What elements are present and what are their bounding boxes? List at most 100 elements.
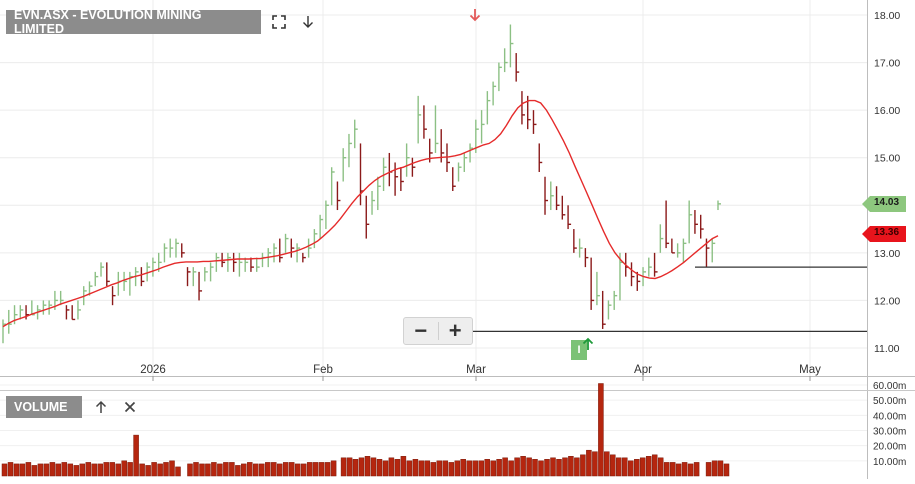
volume-bar: [490, 460, 496, 477]
last-price-value: 14.03: [874, 197, 900, 208]
volume-bar: [639, 457, 646, 477]
y-tick-label: 18.00: [874, 10, 900, 22]
volume-bar: [604, 451, 610, 477]
close-icon[interactable]: [121, 398, 139, 416]
buy-signal-label: I: [577, 344, 581, 356]
volume-bar: [568, 456, 574, 477]
volume-bar: [550, 457, 556, 477]
volume-bar: [478, 460, 484, 477]
volume-bar: [723, 463, 730, 477]
volume-bar: [574, 457, 580, 477]
volume-bar: [430, 462, 437, 477]
volume-bar: [340, 457, 347, 477]
volume-bar: [382, 460, 389, 477]
volume-bar: [406, 460, 413, 477]
volume-bar: [265, 462, 271, 477]
volume-bar: [73, 465, 80, 477]
volume-bar: [556, 459, 562, 477]
volume-bar: [324, 462, 331, 477]
y-tick-label: 12.00: [874, 295, 900, 307]
volume-bar: [400, 456, 407, 477]
sma-price-value: 13.36: [874, 227, 900, 238]
volume-bar: [376, 459, 383, 477]
volume-bar: [412, 459, 419, 477]
volume-bar: [418, 460, 425, 477]
buy-signal-marker[interactable]: I: [571, 340, 587, 360]
volume-bar: [139, 463, 145, 477]
volume-bar: [288, 462, 295, 477]
zoom-in-button[interactable]: +: [448, 318, 462, 343]
volume-bar: [586, 449, 592, 477]
volume-bar: [514, 457, 520, 477]
volume-tick-label: 10.00m: [873, 457, 906, 468]
sma-price-badge: 13.36: [862, 226, 906, 242]
expand-icon[interactable]: [270, 13, 288, 31]
volume-bar: [115, 463, 121, 477]
volume-tick-label: 20.00m: [873, 442, 906, 453]
volume-panel-title[interactable]: VOLUME: [6, 396, 82, 418]
volume-bar: [657, 457, 664, 477]
volume-bar: [520, 456, 526, 477]
volume-bar: [424, 460, 431, 477]
volume-bar: [55, 463, 62, 477]
axis-layer: 11.0012.0013.0014.0015.0016.0017.0018.00…: [140, 10, 906, 468]
x-tick-label: 2026: [140, 364, 166, 376]
volume-panel-title-text: VOLUME: [14, 400, 68, 414]
volume-bar: [592, 451, 598, 477]
volume-bars-layer: [1, 383, 730, 477]
volume-tick-label: 50.00m: [873, 396, 906, 407]
volume-bar: [544, 459, 550, 477]
volume-bar: [300, 463, 307, 477]
volume-bar: [145, 465, 151, 477]
volume-bar: [91, 463, 97, 477]
volume-bar: [628, 460, 634, 477]
arrow-up-icon[interactable]: [92, 398, 110, 416]
volume-bar: [205, 463, 211, 477]
zoom-out-button[interactable]: −: [414, 318, 428, 343]
volume-bar: [538, 460, 544, 477]
volume-bar: [133, 434, 139, 477]
volume-bar: [259, 463, 265, 477]
volume-bar: [25, 462, 32, 477]
volume-bar: [276, 463, 283, 477]
volume-bar: [157, 463, 163, 477]
volume-bar: [294, 463, 301, 477]
y-tick-label: 11.00: [874, 343, 900, 355]
x-tick-label: Mar: [466, 364, 486, 376]
volume-bar: [169, 460, 175, 477]
volume-bar: [1, 463, 8, 477]
volume-bar: [49, 462, 56, 477]
volume-bar: [442, 460, 449, 477]
y-tick-label: 15.00: [874, 153, 900, 165]
volume-bar: [526, 457, 532, 477]
volume-bar: [598, 383, 604, 477]
chart-title[interactable]: EVN.ASX - EVOLUTION MINING LIMITED: [6, 8, 261, 36]
volume-bar: [580, 454, 586, 477]
volume-bar: [711, 460, 718, 477]
y-tick-label: 13.00: [874, 248, 900, 260]
volume-bar: [532, 459, 538, 477]
volume-bar: [616, 457, 622, 477]
volume-bar: [61, 462, 68, 477]
sell-signal-arrow-icon: [469, 8, 481, 22]
volume-bar: [622, 457, 628, 477]
volume-bar: [151, 462, 157, 477]
volume-bar: [508, 460, 514, 477]
volume-bar: [247, 462, 253, 477]
volume-bar: [13, 463, 20, 477]
horizontal-lines-layer: [440, 266, 867, 332]
y-tick-label: 17.00: [874, 58, 900, 70]
volume-bar: [388, 457, 395, 477]
volume-bar: [502, 457, 508, 477]
download-arrow-icon[interactable]: [299, 13, 317, 31]
volume-bar: [127, 462, 133, 477]
volume-bar: [306, 462, 313, 477]
last-price-badge: 14.03: [862, 196, 906, 212]
volume-bar: [394, 459, 401, 477]
x-tick-label: Feb: [313, 364, 333, 376]
volume-bar: [163, 462, 169, 477]
volume-bar: [187, 463, 193, 477]
volume-bar: [634, 459, 640, 477]
